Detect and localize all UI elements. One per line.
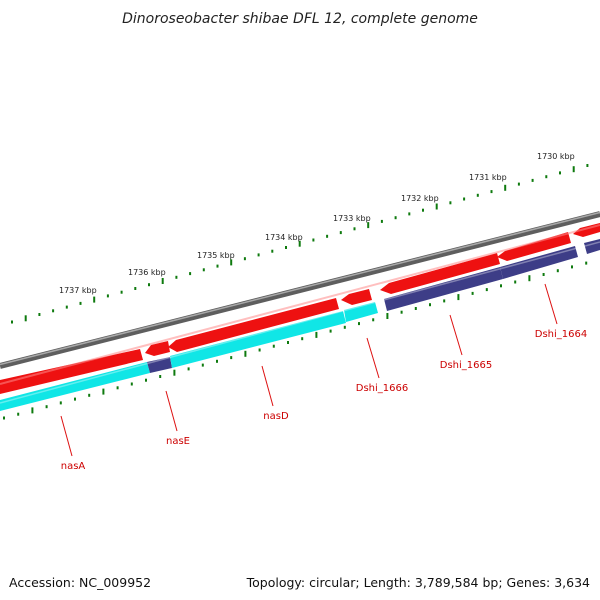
gene-label-lines	[60, 283, 558, 457]
gene-label-nasA: nasA	[61, 461, 86, 472]
forward-cds	[0, 349, 143, 394]
label-line-nasE	[165, 390, 178, 432]
scale-label-1735: 1735 kbp	[197, 251, 235, 260]
reverse-cds	[500, 246, 578, 279]
forward-cds	[145, 341, 170, 356]
reverse-cds	[0, 362, 150, 411]
forward-cds	[380, 253, 500, 294]
reverse-cds	[147, 357, 172, 373]
reverse-cds	[344, 302, 378, 322]
forward-cds-track	[0, 223, 600, 394]
gene-label-Dshi_1666: Dshi_1666	[356, 383, 408, 394]
scale-label-1736: 1736 kbp	[128, 268, 166, 277]
label-line-Dshi_1666	[366, 337, 380, 379]
forward-cds	[168, 298, 339, 352]
reverse-cds	[384, 267, 503, 311]
accession-text: Accession: NC_009952	[9, 575, 151, 590]
genome-backbone	[0, 211, 600, 369]
gene-label-nasD: nasD	[263, 411, 289, 422]
reverse-cds-track	[0, 239, 600, 411]
label-line-nasD	[261, 365, 274, 407]
genome-summary-text: Topology: circular; Length: 3,789,584 bp…	[246, 575, 590, 590]
scale-label-1732: 1732 kbp	[401, 194, 439, 203]
forward-cds	[341, 289, 372, 305]
scale-label-1730: 1730 kbp	[537, 152, 575, 161]
label-line-Dshi_1664	[544, 283, 558, 325]
scale-label-1733: 1733 kbp	[333, 214, 371, 223]
outer-scale-ticks	[11, 164, 589, 324]
gene-label-Dshi_1664: Dshi_1664	[535, 329, 587, 340]
forward-cds	[497, 232, 571, 261]
reverse-cds-shine	[0, 241, 600, 404]
gene-label-Dshi_1665: Dshi_1665	[440, 360, 492, 371]
gene-label-nasE: nasE	[166, 436, 190, 447]
scale-label-1734: 1734 kbp	[265, 233, 303, 242]
gene-labels: nasA nasE nasD Dshi_1666 Dshi_1665 Dshi_…	[61, 329, 588, 472]
scale-label-1737: 1737 kbp	[59, 286, 97, 295]
forward-cds-shine	[0, 224, 600, 385]
scale-tick-labels: 1737 kbp 1736 kbp 1735 kbp 1734 kbp 1733…	[59, 152, 575, 295]
scale-label-1731: 1731 kbp	[469, 173, 507, 182]
label-line-nasA	[60, 415, 73, 457]
reverse-cds	[584, 239, 600, 254]
inner-scale-ticks	[3, 261, 588, 420]
genome-backbone-highlight	[0, 211, 600, 366]
reverse-cds	[170, 311, 346, 368]
map-title: Dinoroseobacter shibae DFL 12, complete …	[122, 11, 478, 27]
label-line-Dshi_1665	[449, 314, 463, 356]
